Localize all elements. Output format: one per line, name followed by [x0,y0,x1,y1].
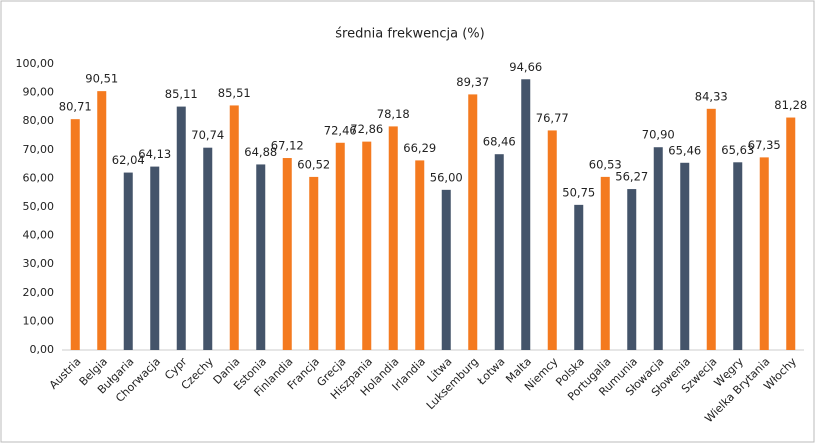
bar [441,189,451,350]
bar [388,126,398,350]
value-label: 68,46 [483,135,516,149]
bar [309,176,319,350]
bar [759,157,769,350]
value-label: 67,12 [271,139,304,153]
y-tick-label: 100,00 [16,57,55,70]
y-tick-label: 10,00 [23,314,55,327]
bar [600,176,610,350]
value-label: 80,71 [59,100,92,114]
value-label: 85,11 [165,87,198,101]
value-label: 60,52 [297,157,330,171]
bar [521,79,531,350]
y-tick-label: 40,00 [23,229,55,242]
y-tick-label: 70,00 [23,143,55,156]
y-tick-label: 20,00 [23,286,55,299]
bar [786,117,796,350]
value-label: 78,18 [377,107,410,121]
bar [494,154,504,350]
value-label: 65,63 [721,143,754,157]
value-label: 64,13 [138,147,171,161]
value-label: 60,53 [589,157,622,171]
bar [176,106,186,350]
bar [362,141,372,350]
bar [282,158,292,350]
y-tick-label: 90,00 [23,86,55,99]
chart-title: średnia frekwencja (%) [335,27,484,42]
bar [574,204,584,350]
y-tick-label: 50,00 [23,200,55,213]
y-tick-label: 80,00 [23,114,55,127]
bar [653,147,663,350]
bar [150,166,160,350]
bar [256,164,266,350]
bar [203,147,213,350]
value-label: 72,86 [350,122,383,136]
value-label: 76,77 [536,111,569,125]
value-label: 66,29 [403,141,436,155]
bar [97,91,107,350]
value-label: 70,90 [642,128,675,142]
value-label: 84,33 [695,89,728,103]
value-label: 64,88 [244,145,277,159]
y-tick-label: 0,00 [30,343,55,356]
bar [229,105,239,350]
bar [706,108,716,351]
bar [468,94,478,351]
bar [335,142,345,350]
y-tick-label: 60,00 [23,171,55,184]
value-label: 81,28 [774,98,807,112]
y-tick-label: 30,00 [23,257,55,270]
value-label: 70,74 [191,128,224,142]
value-label: 56,00 [430,170,463,184]
value-label: 90,51 [85,72,118,86]
bar [415,160,425,350]
value-label: 65,46 [668,143,701,157]
bar [123,172,133,350]
value-label: 72,46 [324,123,357,137]
value-label: 56,27 [615,170,648,184]
value-label: 94,66 [509,60,542,74]
value-label: 67,35 [748,138,781,152]
bar [547,130,557,350]
bar [680,162,690,350]
value-label: 89,37 [456,75,489,89]
value-label: 50,75 [562,185,595,199]
bar [70,119,80,350]
bar [627,189,637,350]
value-label: 85,51 [218,86,251,100]
value-label: 62,04 [112,153,145,167]
bar [733,162,743,350]
